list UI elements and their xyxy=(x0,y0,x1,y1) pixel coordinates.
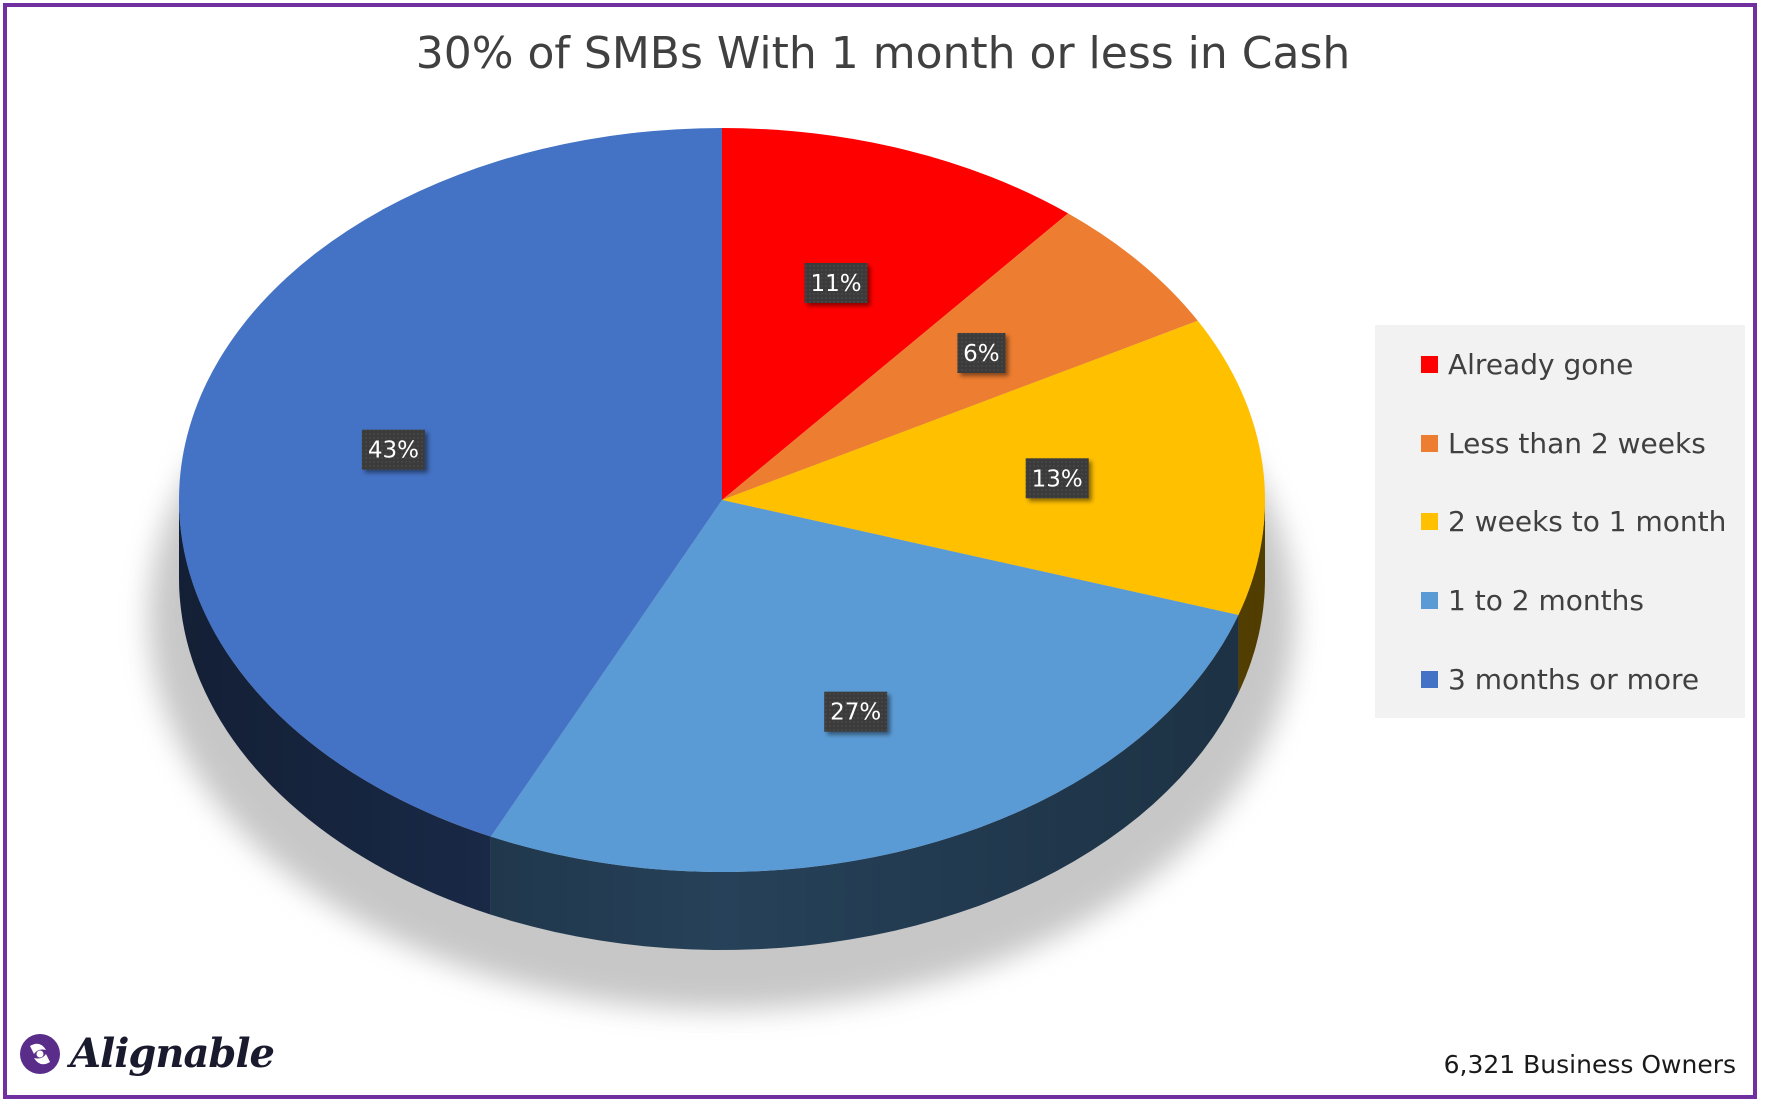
legend-swatch xyxy=(1421,512,1438,530)
legend-item-less-than-2-weeks: Less than 2 weeks xyxy=(1421,423,1706,463)
data-label-4: 43% xyxy=(361,429,425,470)
sample-size-note: 6,321 Business Owners xyxy=(1443,1050,1736,1079)
legend-label: 2 weeks to 1 month xyxy=(1448,504,1727,538)
pie-slice-4 xyxy=(178,128,722,837)
legend-swatch xyxy=(1421,670,1438,688)
legend-label: 1 to 2 months xyxy=(1448,583,1644,617)
pie-side-shade xyxy=(179,500,1265,950)
legend-label: Already gone xyxy=(1448,347,1634,381)
pie-slices xyxy=(178,128,1265,873)
data-label-2: 13% xyxy=(1025,458,1089,499)
alignable-logo: Alignable xyxy=(18,1030,275,1077)
legend-label: Less than 2 weeks xyxy=(1448,426,1706,460)
legend-swatch xyxy=(1421,591,1438,609)
data-label-0: 11% xyxy=(804,263,868,303)
pie-slice-0 xyxy=(722,128,1069,500)
legend-item-3-months-or-more: 3 months or more xyxy=(1421,659,1699,699)
legend: Already gone Less than 2 weeks 2 weeks t… xyxy=(1375,325,1745,718)
svg-text:11%: 11% xyxy=(810,271,861,297)
data-label-1: 6% xyxy=(957,333,1006,373)
legend-swatch xyxy=(1421,355,1438,373)
alignable-logo-icon xyxy=(20,1033,60,1074)
legend-item-already-gone: Already gone xyxy=(1421,344,1633,384)
svg-text:6%: 6% xyxy=(963,341,1000,367)
legend-swatch xyxy=(1421,434,1438,452)
pie-slice-2 xyxy=(722,320,1265,615)
svg-text:43%: 43% xyxy=(368,438,419,464)
chart-title: 30% of SMBs With 1 month or less in Cash xyxy=(415,28,1351,79)
legend-label: 3 months or more xyxy=(1448,662,1700,696)
pie-data-labels: 11% 6% 13% 27% 43% xyxy=(361,263,1089,732)
svg-text:13%: 13% xyxy=(1032,466,1083,492)
legend-item-1-to-2-months: 1 to 2 months xyxy=(1421,580,1644,620)
data-label-3: 27% xyxy=(824,691,888,732)
alignable-logo-text: Alignable xyxy=(70,1030,275,1077)
legend-item-2-weeks-to-1-month: 2 weeks to 1 month xyxy=(1421,501,1726,541)
pie-slice-3 xyxy=(490,500,1239,873)
svg-text:27%: 27% xyxy=(830,700,881,726)
pie-sides xyxy=(179,500,1265,950)
